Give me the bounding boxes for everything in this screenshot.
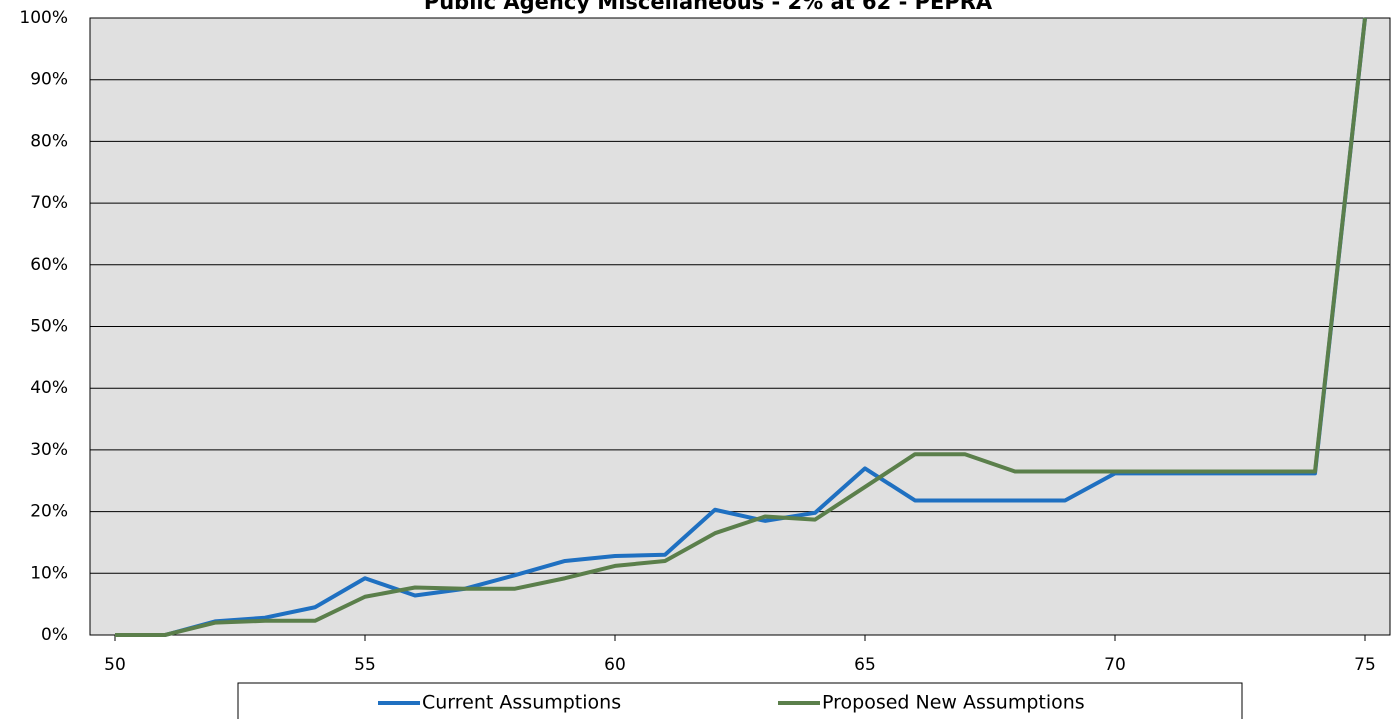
y-tick-label: 40% <box>30 378 68 398</box>
y-tick-label: 80% <box>30 131 68 151</box>
x-tick-label: 50 <box>104 655 126 675</box>
legend-text: Proposed New Assumptions <box>822 692 1085 714</box>
x-tick-label: 75 <box>1354 655 1376 675</box>
legend-text: Current Assumptions <box>422 692 621 714</box>
y-tick-label: 10% <box>30 563 68 583</box>
x-tick-label: 65 <box>854 655 876 675</box>
y-tick-label: 50% <box>30 317 68 337</box>
y-tick-label: 0% <box>41 625 68 645</box>
x-tick-label: 60 <box>604 655 626 675</box>
x-tick-label: 70 <box>1104 655 1126 675</box>
x-tick-label: 55 <box>354 655 376 675</box>
y-tick-label: 70% <box>30 193 68 213</box>
y-tick-label: 20% <box>30 502 68 522</box>
y-tick-label: 60% <box>30 255 68 275</box>
y-tick-label: 100% <box>19 8 68 28</box>
series-line <box>115 17 1367 637</box>
plot-border <box>89 17 1391 636</box>
y-tick-label: 90% <box>30 70 68 90</box>
y-tick-label: 30% <box>30 440 68 460</box>
chart-title: Public Agency Miscellaneous - 2% at 62 -… <box>424 0 993 14</box>
